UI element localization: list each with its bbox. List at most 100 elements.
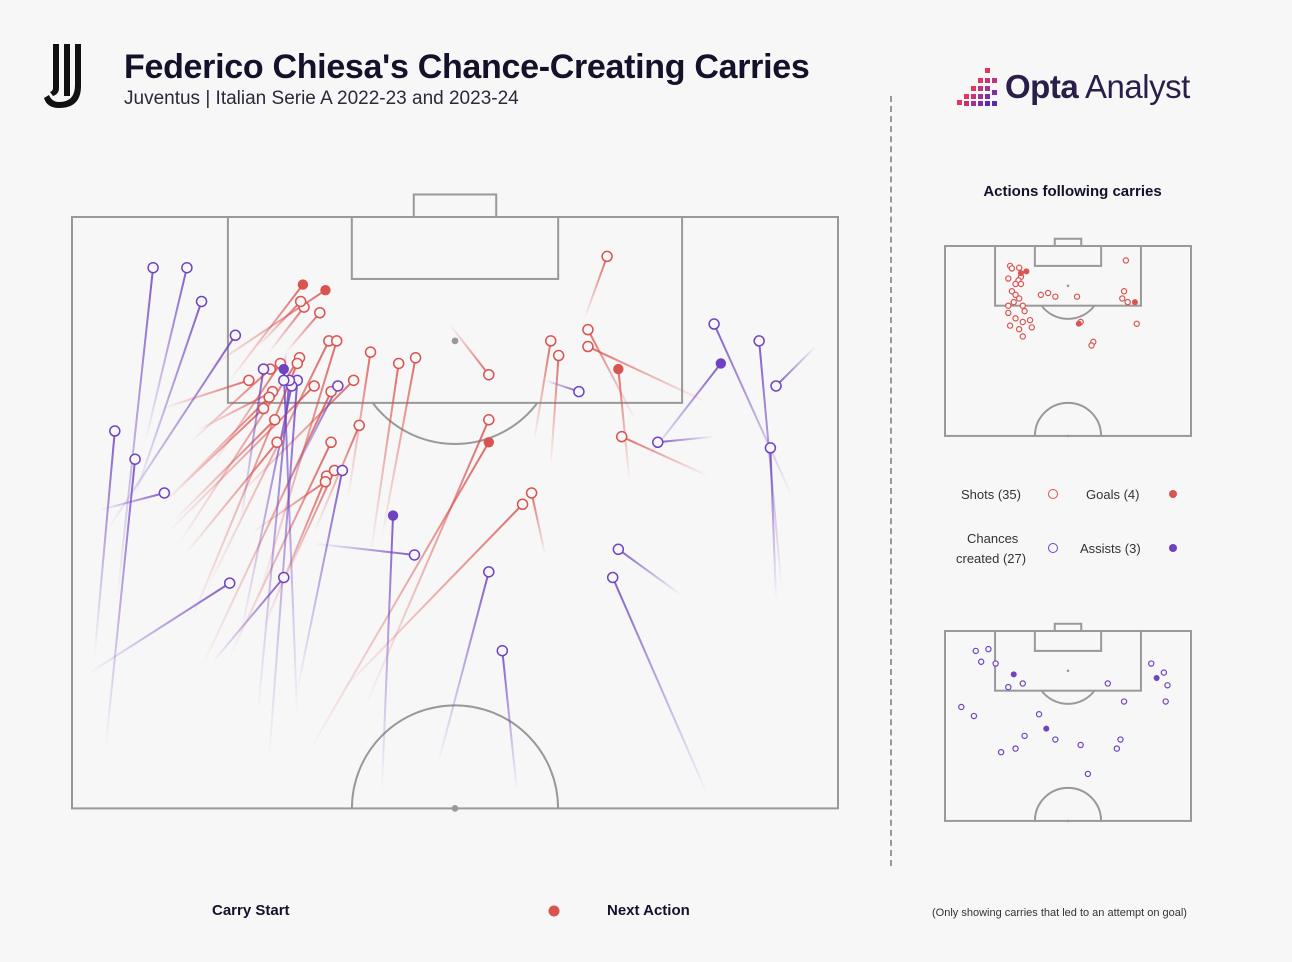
carry-line-shot: [341, 503, 524, 691]
carry-end-shot: [392, 357, 405, 370]
carry-line-shot: [189, 363, 299, 623]
carry-line-shot: [200, 391, 332, 669]
carry-line-chance: [99, 492, 165, 511]
carry-end-assist: [715, 358, 727, 369]
carry-end-chance: [496, 644, 509, 657]
legend-assists-label: Assists (3): [1080, 541, 1141, 556]
carry-end-shot: [582, 323, 594, 336]
mini-chances-pitch-penalty-box: [994, 630, 1142, 692]
carry-line-shot: [189, 368, 271, 444]
mini-chances-pitch-open-marker: [1035, 711, 1043, 718]
carry-line-chance: [268, 380, 299, 758]
mini-chances-pitch-centre-spot: [1066, 819, 1070, 823]
legend-chances-label-1: Chances: [967, 531, 1019, 546]
mini-chances-pitch-open-marker: [1077, 741, 1084, 749]
mini-shots-pitch-filled-marker: [1017, 270, 1024, 277]
carry-end-shot: [552, 349, 565, 362]
mini-chances-pitch-open-marker: [1117, 736, 1124, 743]
chart-subtitle: Juventus | Italian Serie A 2022-23 and 2…: [124, 88, 519, 109]
mini-shots-pitch-open-marker: [1015, 295, 1023, 302]
carry-end-shot: [615, 430, 628, 443]
carry-end-chance: [770, 380, 782, 392]
carry-end-assist: [387, 510, 399, 521]
mini-shots-pitch-markers: [1005, 257, 1140, 349]
mini-shots-pitch-open-marker: [1015, 264, 1023, 271]
carry-end-shot: [545, 335, 557, 347]
legend-chances-marker: [1048, 543, 1058, 553]
chart-title: Federico Chiesa's Chance-Creating Carrie…: [124, 48, 810, 86]
carry-end-shot: [364, 346, 377, 358]
carry-line-chance: [713, 323, 794, 500]
legend-shots-label: Shots (35): [961, 487, 1021, 502]
carry-end-shot: [319, 475, 332, 488]
carry-end-chance: [257, 363, 270, 375]
legend-goals-label: Goals (4): [1086, 487, 1140, 502]
carry-line-chance: [617, 548, 681, 596]
carry-end-chance: [181, 261, 193, 274]
mini-shots-pitch-open-marker: [1017, 280, 1025, 288]
opta-bars-icon: [957, 68, 997, 106]
carry-line-shot: [262, 475, 328, 629]
carry-line-goal: [307, 441, 490, 753]
carry-line-shot: [268, 306, 305, 353]
carry-line-shot: [161, 379, 250, 410]
brand-name-light: Analyst: [1078, 68, 1190, 105]
mini-shots-pitch-open-marker: [1012, 291, 1019, 299]
mini-chances-pitch-open-marker: [985, 645, 992, 653]
carry-line-chance: [239, 368, 265, 522]
panel-divider: [890, 96, 892, 866]
carry-line-shot: [285, 312, 321, 353]
carry-line-goal: [228, 283, 304, 381]
mini-chances-pitch-open-marker: [1005, 683, 1012, 691]
mini-shots-pitch-boundary: [944, 245, 1192, 437]
mini-shots-pitch-open-marker: [1026, 316, 1034, 324]
mini-chances-pitch-markers: [958, 645, 1171, 778]
mini-chances-pitch-penalty-arc: [1040, 690, 1096, 705]
carry-legend-end-label: Next Action: [607, 902, 690, 919]
carry-line-shot: [178, 396, 270, 489]
carry-line-chance: [296, 470, 344, 691]
brand-name-bold: Opta: [1005, 68, 1079, 105]
carry-line-shot: [621, 435, 709, 477]
mini-chances-pitch-goal: [1053, 622, 1083, 632]
carry-end-assist: [278, 363, 289, 375]
carry-line-shot: [369, 363, 400, 556]
legend-shots-marker: [1048, 489, 1058, 499]
mini-shots-pitch-filled-marker: [1075, 320, 1082, 327]
mini-shots-pitch-open-marker: [1021, 307, 1028, 315]
mini-chances-pitch-open-marker: [1052, 736, 1059, 743]
carry-line-shot: [587, 329, 637, 421]
carry-line-chance: [544, 379, 580, 393]
carry-line-chance: [758, 340, 783, 589]
carry-line-shot: [256, 340, 338, 601]
carry-line-shot: [549, 355, 560, 465]
carry-line-shot: [587, 345, 709, 404]
mini-shots-pitch-open-marker: [1037, 291, 1045, 299]
mini-chances-pitch-open-marker: [1084, 770, 1092, 778]
mini-shots-pitch-open-marker: [1028, 324, 1036, 331]
mini-chances-pitch-six-yard-box: [1033, 630, 1103, 652]
carry-line-chance: [144, 267, 188, 443]
mini-shots-pitch-open-marker: [1088, 342, 1095, 349]
carry-end-chance: [223, 577, 236, 589]
mini-chances-pitch-open-marker: [1164, 682, 1171, 689]
mini-chances-pitch-open-marker: [972, 647, 979, 655]
carry-end-shot: [582, 340, 594, 353]
mini-chances-pitch-open-marker: [970, 712, 978, 720]
carry-line-chance: [116, 267, 155, 601]
carry-end-chance: [147, 261, 159, 274]
carry-legend-end-dot: [548, 905, 560, 917]
mini-pitch-shots: [944, 237, 1192, 438]
carry-line-chance: [437, 571, 490, 764]
carry-end-chance: [606, 571, 619, 584]
carry-end-chance: [708, 318, 720, 330]
main-pitch-penalty-spot: [451, 337, 459, 345]
mini-shots-pitch-centre-circle: [1033, 401, 1103, 436]
carry-line-shot: [279, 470, 336, 590]
carry-end-shot: [330, 335, 343, 347]
carry-line-goal: [617, 368, 631, 482]
carry-line-shot: [211, 362, 282, 466]
mini-shots-pitch-open-marker: [1122, 257, 1130, 264]
carry-line-shot: [380, 357, 417, 539]
mini-shots-pitch-open-marker: [1133, 320, 1140, 327]
